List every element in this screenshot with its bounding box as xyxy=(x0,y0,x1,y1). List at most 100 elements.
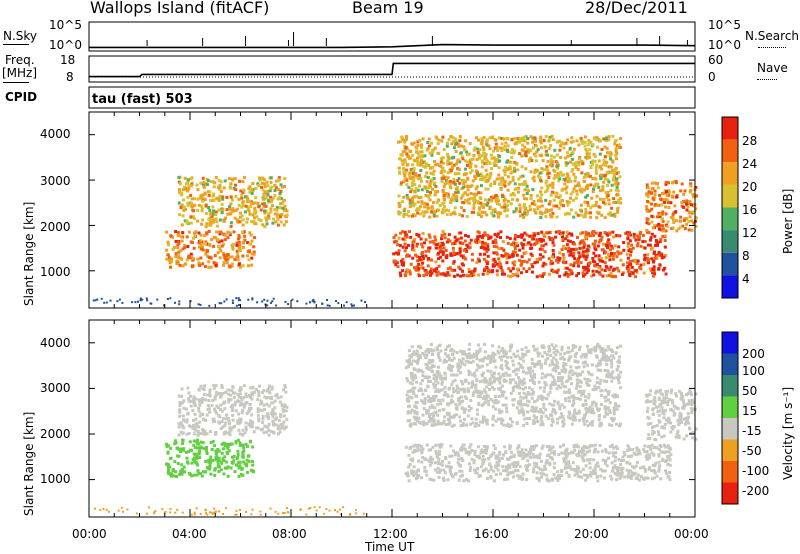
power-cell xyxy=(364,301,366,304)
power-cell xyxy=(497,166,501,170)
power-cell xyxy=(473,267,477,271)
power-cell xyxy=(522,267,526,271)
power-cell xyxy=(427,249,431,253)
power-cell xyxy=(568,253,572,257)
velocity-cell xyxy=(227,449,231,453)
velocity-cell xyxy=(242,384,246,388)
velocity-cell xyxy=(521,476,524,480)
velocity-cell xyxy=(591,472,595,476)
velocity-cell xyxy=(203,431,207,435)
power-cell xyxy=(210,238,214,242)
velocity-cell xyxy=(612,356,616,360)
power-cell xyxy=(255,215,259,219)
power-cell xyxy=(432,210,436,214)
velocity-cell xyxy=(265,389,269,393)
power-cell xyxy=(505,214,509,218)
power-cell xyxy=(582,188,586,192)
velocity-cell xyxy=(647,467,651,471)
velocity-cell xyxy=(165,462,168,466)
velocity-cell xyxy=(196,463,200,467)
power-cell xyxy=(456,273,460,277)
power-cell xyxy=(611,168,615,172)
power-cell xyxy=(477,201,481,205)
power-cell xyxy=(182,205,186,209)
power-cell xyxy=(572,187,576,191)
power-cell xyxy=(596,244,600,248)
velocity-cell xyxy=(281,407,285,411)
power-cell xyxy=(651,267,655,271)
velocity-cell xyxy=(224,390,228,394)
velocity-cell xyxy=(198,449,202,453)
power-cell xyxy=(518,137,522,141)
power-cell xyxy=(439,255,443,259)
velocity-cell xyxy=(665,472,668,476)
power-cell xyxy=(190,265,194,269)
power-cell xyxy=(686,205,690,209)
power-cell xyxy=(611,246,614,250)
power-cell xyxy=(473,146,477,150)
power-cell xyxy=(218,232,222,236)
power-cell xyxy=(486,272,490,276)
power-cell xyxy=(221,197,225,201)
power-cell xyxy=(411,245,415,249)
power-cell xyxy=(481,145,485,149)
velocity-cell xyxy=(612,454,616,458)
velocity-cell xyxy=(437,475,441,479)
power-cell xyxy=(646,253,650,257)
power-cell xyxy=(196,257,200,261)
velocity-cell xyxy=(272,430,275,434)
power-cell xyxy=(659,224,663,228)
power-cell xyxy=(431,207,435,211)
power-cell xyxy=(221,207,225,211)
velocity-cell xyxy=(579,470,583,474)
velocity-cell xyxy=(464,478,468,482)
power-cell xyxy=(548,200,552,203)
power-cell xyxy=(562,261,566,265)
power-cell xyxy=(453,235,457,239)
velocity-cell xyxy=(213,409,217,413)
velocity-cell xyxy=(231,391,235,395)
power-cell xyxy=(544,262,548,266)
power-cell xyxy=(92,299,95,302)
power-cell xyxy=(403,249,407,253)
power-cell xyxy=(463,239,467,243)
power-cell xyxy=(552,243,556,247)
power-cell xyxy=(660,256,664,260)
velocity-cell xyxy=(428,463,432,467)
power-cell xyxy=(187,254,191,258)
power-cell xyxy=(420,202,424,206)
velocity-cell xyxy=(524,371,528,375)
power-cell xyxy=(473,177,477,180)
power-cell xyxy=(424,249,428,253)
power-cell xyxy=(694,186,698,189)
power-cell xyxy=(234,183,237,187)
power-cell xyxy=(571,168,575,171)
power-cell xyxy=(406,268,410,272)
power-cell xyxy=(606,178,610,182)
power-cell xyxy=(608,258,612,262)
power-cell xyxy=(606,240,610,244)
power-cell xyxy=(608,231,612,235)
velocity-cell xyxy=(667,446,671,449)
power-cell xyxy=(478,252,482,256)
power-cell xyxy=(189,184,193,188)
power-cb-tick-8: 8 xyxy=(742,249,750,263)
velocity-cell xyxy=(172,474,176,478)
power-cell xyxy=(396,265,400,269)
power-cell xyxy=(664,180,668,184)
power-cell xyxy=(544,181,548,185)
power-cell xyxy=(488,147,492,151)
velocity-cell xyxy=(265,425,269,429)
power-cell xyxy=(199,256,203,260)
power-cell xyxy=(226,236,230,240)
power-cell xyxy=(408,173,412,177)
power-cell xyxy=(448,266,452,270)
power-cell xyxy=(455,194,458,198)
velocity-cell xyxy=(410,469,414,473)
velocity-cell xyxy=(482,388,486,392)
power-cell xyxy=(539,136,542,140)
velocity-cell xyxy=(227,388,231,392)
velocity-cell xyxy=(621,467,625,471)
power-cell xyxy=(548,138,552,141)
power-cell xyxy=(542,238,546,242)
